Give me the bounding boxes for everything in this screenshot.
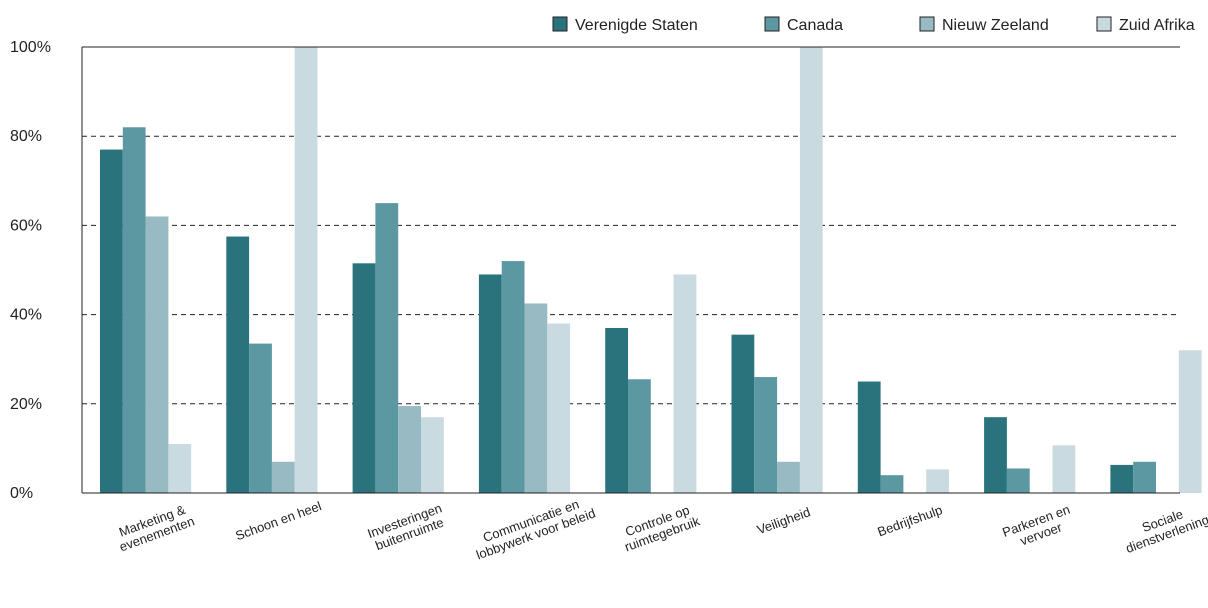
legend-swatch (552, 16, 568, 32)
bar-verenigde-staten (100, 149, 123, 493)
bar-nieuw-zeeland (524, 303, 548, 493)
category-label: Socialedienstverlening (1119, 499, 1208, 556)
y-tick-label: 20% (10, 396, 42, 413)
bar-nieuw-zeeland (777, 461, 800, 493)
category-label: Investeringenbuitenruimte (365, 500, 448, 554)
legend-label: Verenigde Staten (575, 17, 698, 34)
legend-swatch (1096, 16, 1112, 32)
category-label-line: Schoon en heel (233, 498, 323, 543)
bar-canada (375, 203, 399, 493)
bar-zuid-afrika (1052, 445, 1076, 493)
y-axis-tick-labels: 0% 20% 40% 60% 80% 100% (10, 39, 51, 502)
bar-verenigde-staten (1110, 464, 1134, 493)
bar-verenigde-staten (731, 334, 755, 493)
category-label: Communicatie enlobbywerk voor beleid (469, 492, 597, 562)
legend-label: Zuid Afrika (1119, 17, 1195, 34)
category-label: Schoon en heel (233, 498, 323, 543)
category-label-line: Bedrijfshulp (875, 502, 944, 539)
bars (100, 47, 1202, 494)
y-tick-label: 80% (10, 128, 42, 145)
bar-verenigde-staten (984, 417, 1007, 493)
category-label: Controle opruimtegebruik (618, 500, 702, 554)
bar-verenigde-staten (352, 263, 376, 493)
bar-verenigde-staten (857, 381, 881, 493)
y-tick-label: 100% (10, 39, 51, 56)
bar-nieuw-zeeland (271, 461, 295, 493)
bar-canada (754, 377, 778, 493)
bar-canada (628, 379, 651, 493)
category-label: Parkeren envervoer (1000, 502, 1076, 553)
bar-canada (880, 475, 904, 493)
bar-canada (1006, 468, 1030, 493)
legend-label: Canada (787, 17, 843, 34)
legend-swatch (764, 16, 780, 32)
x-axis-category-labels: Marketing &evenementen Schoon en heel Inve… (112, 492, 1208, 562)
bar-canada (249, 343, 272, 493)
bar-zuid-afrika (421, 417, 444, 493)
y-tick-label: 40% (10, 307, 42, 324)
category-label: Marketing &evenementen (112, 500, 196, 554)
y-tick-label: 60% (10, 217, 42, 234)
bar-nieuw-zeeland (145, 216, 169, 494)
axes (81, 46, 1180, 494)
bar-verenigde-staten (226, 236, 250, 494)
bar-zuid-afrika (294, 47, 318, 493)
bar-zuid-afrika (168, 443, 192, 493)
bar-canada (501, 261, 525, 493)
legend: Verenigde Staten Canada Nieuw Zeeland Zuid … (552, 16, 1195, 34)
bar-zuid-afrika (799, 47, 823, 493)
bar-zuid-afrika (673, 274, 697, 493)
bar-zuid-afrika (1178, 350, 1202, 493)
bar-verenigde-staten (605, 327, 628, 493)
bar-nieuw-zeeland (398, 406, 421, 493)
bar-verenigde-staten (478, 274, 502, 493)
bar-zuid-afrika (926, 469, 949, 493)
bar-zuid-afrika (547, 323, 571, 493)
y-tick-label: 0% (10, 485, 33, 502)
bar-canada (1133, 461, 1156, 493)
bar-canada (122, 127, 146, 493)
category-label-line: Veiligheid (755, 504, 812, 537)
category-label: Veiligheid (755, 504, 812, 537)
legend-swatch (919, 16, 935, 32)
legend-label: Nieuw Zeeland (942, 17, 1049, 34)
category-label: Bedrijfshulp (875, 502, 944, 539)
